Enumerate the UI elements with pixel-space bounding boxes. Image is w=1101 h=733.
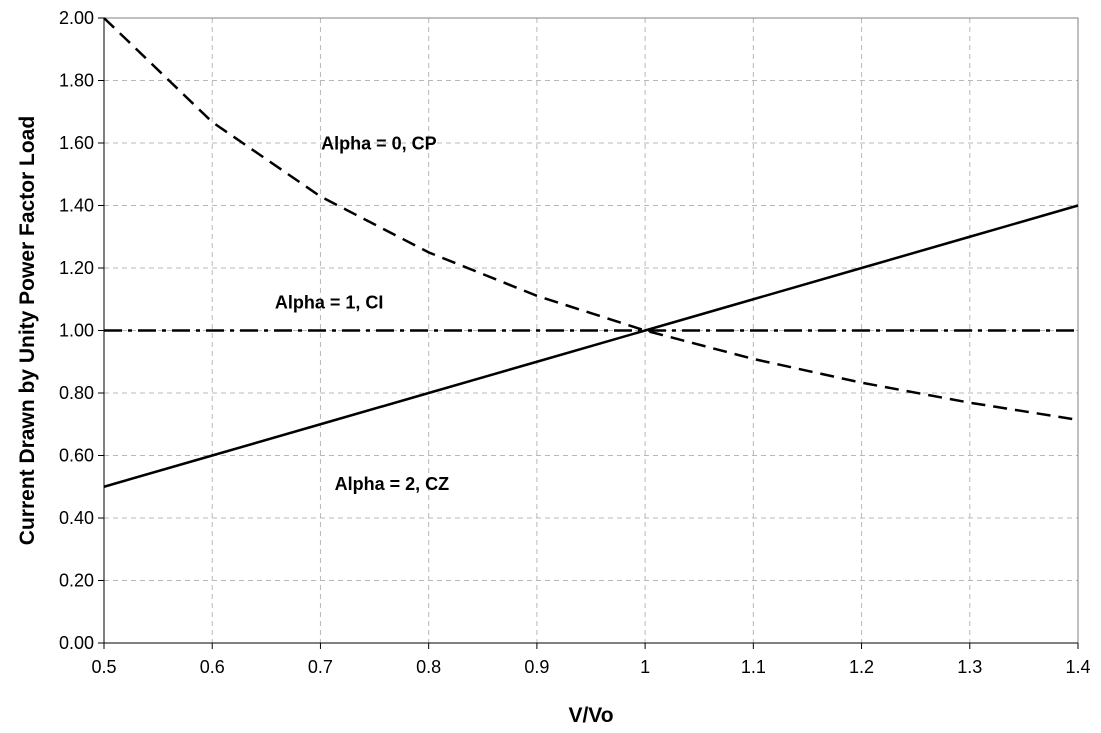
x-tick-label: 0.7	[308, 657, 333, 677]
y-tick-label: 2.00	[59, 8, 94, 28]
y-axis-title: Current Drawn by Unity Power Factor Load	[16, 116, 39, 545]
y-tick-label: 0.20	[59, 571, 94, 591]
x-tick-label: 0.5	[91, 657, 116, 677]
y-axis-ticks: 0.00 0.20 0.40 0.60 0.80 1.00 1.20 1.40 1.60 1.80…	[59, 8, 104, 653]
series-line-solid	[103, 204, 1079, 488]
x-axis-ticks: 0.5 0.6 0.7 0.8 0.9 1 1.1 1.2 1.3 1.4	[91, 643, 1091, 677]
x-tick-label: 0.8	[416, 657, 441, 677]
series-annotation: Alpha = 0, CP	[321, 133, 437, 153]
x-tick-label: 1.1	[741, 657, 766, 677]
y-tick-label: 0.80	[59, 383, 94, 403]
x-tick-label: 1.4	[1065, 657, 1090, 677]
x-tick-label: 1	[640, 657, 650, 677]
series-annotation: Alpha = 2, CZ	[335, 474, 450, 494]
x-axis-title: V/Vo	[568, 704, 613, 727]
y-tick-label: 1.20	[59, 258, 94, 278]
x-tick-label: 1.3	[957, 657, 982, 677]
y-tick-label: 0.00	[59, 633, 94, 653]
annotations: Alpha = 0, CP Alpha = 1, CI Alpha = 2, CZ	[275, 133, 449, 494]
y-tick-label: 1.60	[59, 133, 94, 153]
series-lines	[103, 17, 1079, 488]
x-tick-label: 1.2	[849, 657, 874, 677]
y-tick-label: 1.40	[59, 196, 94, 216]
series-line-dashed	[103, 17, 1079, 422]
y-tick-label: 0.40	[59, 508, 94, 528]
x-tick-label: 0.6	[200, 657, 225, 677]
x-tick-label: 0.9	[524, 657, 549, 677]
y-tick-label: 1.80	[59, 71, 94, 91]
y-tick-label: 0.60	[59, 446, 94, 466]
series-annotation: Alpha = 1, CI	[275, 293, 384, 313]
y-tick-label: 1.00	[59, 321, 94, 341]
